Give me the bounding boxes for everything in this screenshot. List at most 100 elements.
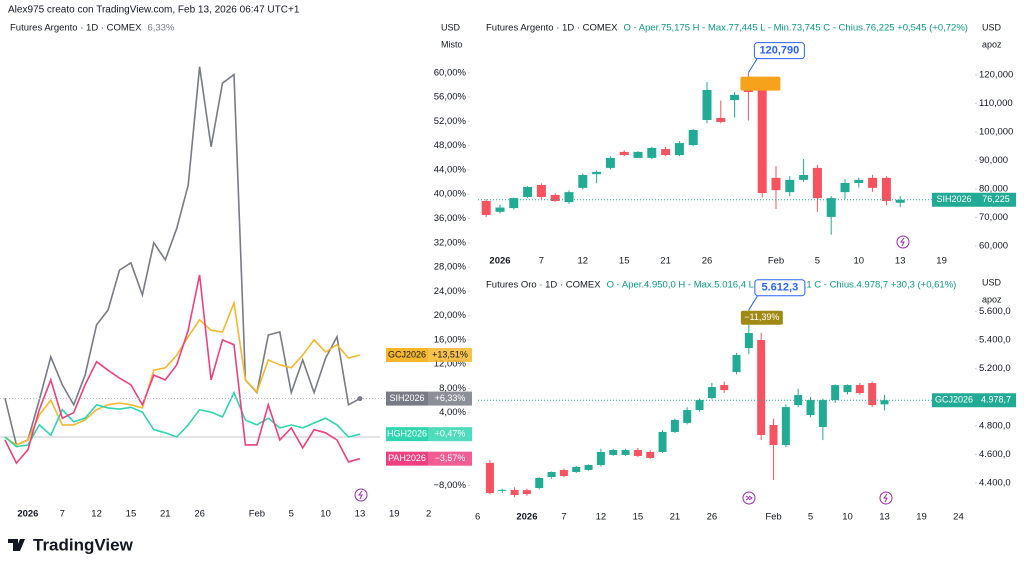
candle-body xyxy=(564,192,574,203)
candle-body xyxy=(854,179,864,184)
plot xyxy=(481,72,905,235)
candle-body xyxy=(584,464,593,470)
candle-body xyxy=(781,407,790,445)
legend-name: PAH2026 xyxy=(388,453,426,463)
candle-body xyxy=(633,449,642,456)
axis-unit: USD xyxy=(982,277,1002,287)
y-tick-label: 5.200,0 xyxy=(979,363,1011,374)
candle-body xyxy=(647,147,657,158)
candle-body xyxy=(688,129,698,146)
candle-body xyxy=(732,355,741,373)
y-tick-label: 120,000 xyxy=(979,69,1013,80)
legend-name-box xyxy=(386,451,428,466)
logo-text: TradingView xyxy=(33,535,134,554)
candle-body xyxy=(592,171,602,175)
last-value-box xyxy=(428,427,472,442)
x-tick-label: 26 xyxy=(702,256,713,267)
candle-body xyxy=(522,490,531,494)
series-line xyxy=(4,274,361,465)
candle-body xyxy=(855,385,864,394)
y-tick-label: 4,00% xyxy=(439,407,466,418)
x-tick-label: 19 xyxy=(916,512,927,523)
candle-body xyxy=(707,387,716,399)
y-tick-label: 8,00% xyxy=(439,383,466,394)
last-value-label: −3,57% xyxy=(435,453,466,463)
legend-name-box xyxy=(386,347,428,362)
candle-body xyxy=(510,489,519,495)
x-tick-label: 5 xyxy=(289,509,294,520)
y-tick-label: 12,00% xyxy=(434,359,467,370)
y-tick-label: −8,00% xyxy=(434,480,467,491)
ohlc-legend: O - Aper.75,175 H - Max.77,445 L - Min.7… xyxy=(623,23,968,34)
high-label-box xyxy=(753,42,805,60)
candle-body xyxy=(757,90,767,193)
last-value-label: +0,47% xyxy=(435,429,466,439)
icon xyxy=(883,493,888,503)
last-value-box xyxy=(428,391,472,406)
x-tick-label: 10 xyxy=(320,509,331,520)
candle-body xyxy=(695,400,704,411)
title-value: 6,33% xyxy=(147,23,174,34)
x-tick-label: 7 xyxy=(561,512,566,523)
x-tick-label: Feb xyxy=(249,509,265,520)
last-value-label: +13,51% xyxy=(432,349,468,359)
plot xyxy=(485,309,889,498)
candle-body xyxy=(661,149,671,156)
high-label: 120,790 xyxy=(760,45,800,57)
y-tick-label: 40,00% xyxy=(434,189,467,200)
price-label-value: 76,225 xyxy=(982,194,1010,204)
x-tick-label: 15 xyxy=(619,256,630,267)
candle-body xyxy=(812,167,822,199)
x-tick-label: 19 xyxy=(936,256,947,267)
alert-icons xyxy=(354,235,910,505)
legend-name: SIH2026 xyxy=(389,393,424,403)
price-label-value: 4.978,7 xyxy=(981,395,1011,405)
last-value-label: +6,33% xyxy=(435,393,466,403)
candle-body xyxy=(716,117,726,122)
credit: Alex975 creato con TradingView.com, Feb … xyxy=(8,5,300,16)
y-tick-label: 110,000 xyxy=(979,98,1013,109)
x-tick-label: 12 xyxy=(596,512,607,523)
candle-body xyxy=(840,183,850,193)
candle-body xyxy=(785,179,795,193)
y-tick-label: 28,00% xyxy=(434,262,467,273)
candle-body xyxy=(843,385,852,393)
series-line xyxy=(4,390,361,448)
candle-body xyxy=(806,400,815,416)
x-tick-label: 10 xyxy=(842,512,853,523)
candle-body xyxy=(485,462,494,493)
candle-body xyxy=(498,489,507,491)
candle-body xyxy=(730,94,740,101)
candle-body xyxy=(658,431,667,452)
candle-body xyxy=(868,383,877,406)
axis-unit: apoz xyxy=(982,39,1002,49)
price-label-value-box xyxy=(976,192,1016,207)
y-tick-label: 4.400,0 xyxy=(979,477,1011,488)
x-tick-label: 12 xyxy=(578,256,589,267)
plot xyxy=(0,66,380,465)
candle-body xyxy=(535,477,544,488)
candle-body xyxy=(895,199,905,203)
high-pointer xyxy=(748,293,760,310)
candle-body xyxy=(702,90,712,120)
y-tick-label: 56,00% xyxy=(434,92,467,103)
icon xyxy=(896,235,910,249)
y-tick-label: 20,00% xyxy=(434,310,467,321)
x-tick-label: 26 xyxy=(707,512,718,523)
candle-body xyxy=(674,143,684,156)
x-tick-label: 6 xyxy=(475,512,480,523)
y-tick-label: 100,000 xyxy=(979,126,1013,137)
chart-title: Futures Argento · 1D · COMEX xyxy=(486,23,618,34)
change-tag xyxy=(740,76,781,91)
price-label-value-box xyxy=(976,393,1016,408)
legend-name: GCJ2026 xyxy=(388,349,426,359)
x-tick-label: Feb xyxy=(768,256,784,267)
candle-body xyxy=(670,419,679,432)
y-tick-label: 52,00% xyxy=(434,116,467,127)
candle-body xyxy=(769,424,778,445)
legend-name-box xyxy=(386,391,428,406)
axis-unit: Misto xyxy=(441,39,463,49)
candle-body xyxy=(868,177,878,188)
candle-body xyxy=(547,471,556,477)
candle-body xyxy=(550,194,560,201)
